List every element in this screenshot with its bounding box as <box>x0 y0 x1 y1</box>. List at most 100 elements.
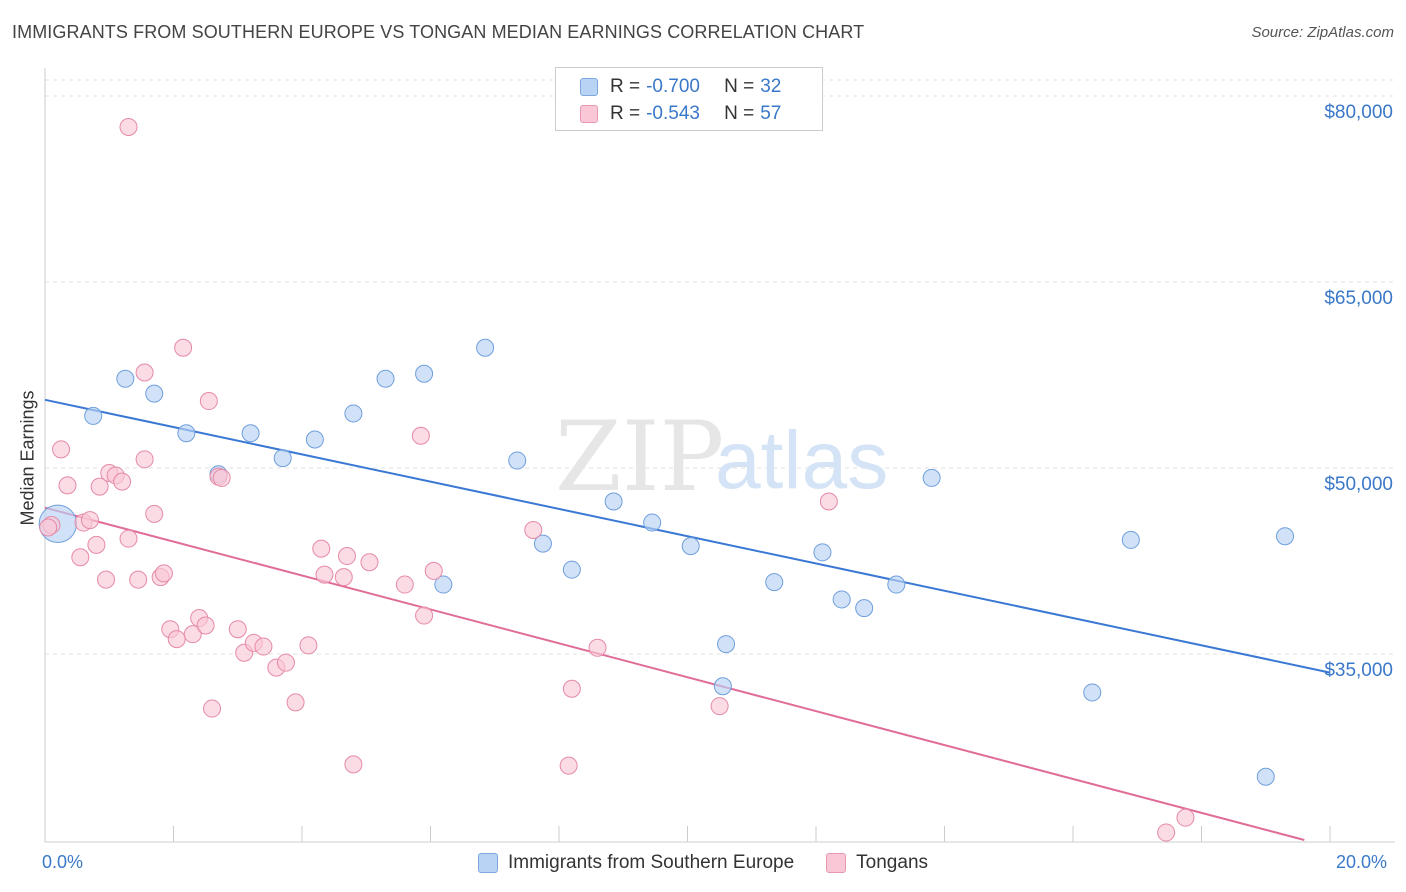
point-tongans <box>71 548 90 567</box>
point-tongans <box>212 468 231 487</box>
point-tongans <box>80 511 99 530</box>
point-southern-europe <box>116 369 135 388</box>
point-southern-europe <box>434 575 453 594</box>
point-tongans <box>415 606 434 625</box>
point-tongans <box>39 518 58 537</box>
point-tongans <box>203 699 222 718</box>
gridlines <box>45 79 1395 655</box>
point-southern-europe <box>508 451 527 470</box>
point-tongans <box>710 697 729 716</box>
point-southern-europe <box>533 534 552 553</box>
point-tongans <box>286 693 305 712</box>
point-tongans <box>129 570 148 589</box>
x-tick-min: 0.0% <box>42 852 84 872</box>
point-southern-europe <box>1256 767 1275 786</box>
point-southern-europe <box>922 468 941 487</box>
legend-swatch-blue <box>580 78 598 96</box>
point-tongans <box>315 565 334 584</box>
trend-line-southern-europe <box>44 398 1331 674</box>
watermark-atlas: atlas <box>715 415 888 506</box>
point-southern-europe <box>415 364 434 383</box>
point-tongans <box>90 477 109 496</box>
stats-legend-row-blue: R = -0.700 N = 32 <box>580 75 781 99</box>
source-credit: Source: ZipAtlas.com <box>1251 24 1394 41</box>
y-tick-label: $80,000 <box>1324 102 1393 123</box>
point-tongans <box>411 426 430 445</box>
point-southern-europe <box>1276 527 1295 546</box>
stats-legend: R = -0.700 N = 32 R = -0.543 N = 57 <box>555 67 823 131</box>
point-tongans <box>135 363 154 382</box>
point-tongans <box>337 547 356 566</box>
point-southern-europe <box>855 599 874 618</box>
point-tongans <box>344 755 363 774</box>
point-southern-europe <box>713 677 732 696</box>
y-axis-label: Median Earnings <box>17 390 38 526</box>
point-tongans <box>58 476 77 495</box>
point-southern-europe <box>681 537 700 556</box>
point-southern-europe <box>887 575 906 594</box>
point-tongans <box>97 570 116 589</box>
point-southern-europe <box>832 590 851 609</box>
point-southern-europe <box>604 492 623 511</box>
point-southern-europe <box>717 635 736 654</box>
legend-r-value: -0.700 <box>646 76 700 97</box>
point-southern-europe <box>145 384 164 403</box>
trend-line-tongans <box>44 506 1305 841</box>
legend-swatch-blue <box>477 853 498 873</box>
legend-r-value: -0.543 <box>646 103 700 124</box>
point-southern-europe <box>241 424 260 443</box>
point-tongans <box>167 630 186 649</box>
point-tongans <box>145 504 164 523</box>
point-southern-europe <box>376 369 395 388</box>
series-legend: Immigrants from Southern Europe Tongans <box>0 852 1406 874</box>
watermark-zip: ZIP <box>555 401 724 513</box>
point-tongans <box>87 535 106 554</box>
point-tongans <box>113 472 132 491</box>
x-tick-max: 20.0% <box>1336 852 1388 872</box>
legend-swatch-pink <box>580 105 598 123</box>
point-tongans <box>1176 808 1195 827</box>
point-tongans <box>228 620 247 639</box>
point-tongans <box>334 568 353 587</box>
legend-label: Tongans <box>856 852 929 873</box>
point-southern-europe <box>84 406 103 425</box>
point-southern-europe <box>305 430 324 449</box>
point-southern-europe <box>813 543 832 562</box>
y-tick-label: $50,000 <box>1324 474 1393 495</box>
trend-lines <box>44 398 1331 841</box>
point-tongans <box>588 638 607 657</box>
legend-n-label: N = <box>724 76 755 97</box>
y-tick-label: $65,000 <box>1324 288 1393 309</box>
point-southern-europe <box>177 424 196 443</box>
point-tongans <box>154 564 173 583</box>
point-tongans <box>395 575 414 594</box>
point-tongans <box>196 616 215 635</box>
legend-label: Immigrants from Southern Europe <box>507 852 795 873</box>
point-southern-europe <box>562 560 581 579</box>
legend-item-tongans[interactable]: Tongans <box>826 852 928 874</box>
point-tongans <box>819 492 838 511</box>
point-southern-europe <box>1121 530 1140 549</box>
point-tongans <box>135 450 154 469</box>
point-southern-europe <box>273 449 292 468</box>
legend-r-label: R = <box>610 76 641 97</box>
point-tongans <box>254 637 273 656</box>
point-southern-europe <box>765 573 784 592</box>
point-tongans <box>1157 823 1176 842</box>
point-tongans <box>119 529 138 548</box>
point-southern-europe <box>476 338 495 357</box>
point-tongans <box>174 338 193 357</box>
legend-item-southern-europe[interactable]: Immigrants from Southern Europe <box>477 852 795 874</box>
legend-n-value: 57 <box>760 103 782 124</box>
point-tongans <box>276 653 295 672</box>
point-tongans <box>52 440 71 459</box>
point-tongans <box>312 539 331 558</box>
data-points <box>38 118 1295 842</box>
watermark: ZIP atlas <box>555 401 888 513</box>
chart-title: IMMIGRANTS FROM SOUTHERN EUROPE VS TONGA… <box>12 22 865 42</box>
point-tongans <box>524 521 543 539</box>
axes <box>44 68 1395 843</box>
point-southern-europe <box>643 513 662 532</box>
legend-n-label: N = <box>724 103 755 124</box>
